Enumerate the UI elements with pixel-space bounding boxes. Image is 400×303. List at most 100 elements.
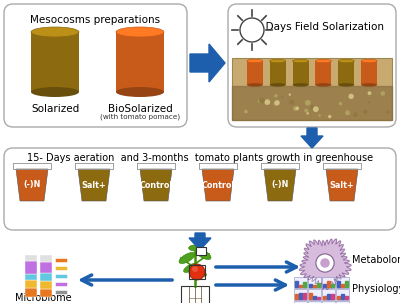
Polygon shape — [323, 163, 361, 169]
Text: 8- Days Field Solarization: 8- Days Field Solarization — [252, 22, 384, 32]
Bar — [322, 277, 335, 288]
Bar — [322, 289, 335, 300]
Polygon shape — [140, 169, 172, 201]
FancyBboxPatch shape — [228, 4, 396, 127]
Circle shape — [240, 18, 264, 42]
Polygon shape — [40, 289, 52, 297]
Polygon shape — [337, 295, 340, 299]
Circle shape — [275, 100, 279, 104]
Polygon shape — [25, 274, 37, 280]
Polygon shape — [295, 281, 298, 287]
Polygon shape — [326, 169, 358, 201]
Polygon shape — [317, 283, 320, 287]
Polygon shape — [189, 233, 211, 250]
Ellipse shape — [292, 83, 308, 87]
Bar — [322, 301, 335, 303]
Circle shape — [328, 115, 332, 118]
Circle shape — [310, 105, 315, 109]
Ellipse shape — [116, 87, 164, 97]
Polygon shape — [299, 239, 351, 290]
Polygon shape — [299, 293, 302, 299]
Polygon shape — [270, 61, 286, 85]
Polygon shape — [40, 281, 52, 289]
Polygon shape — [25, 288, 37, 297]
Polygon shape — [232, 86, 392, 120]
Polygon shape — [202, 169, 234, 201]
Polygon shape — [303, 293, 306, 299]
Ellipse shape — [195, 248, 211, 260]
Polygon shape — [337, 281, 340, 287]
Polygon shape — [341, 294, 344, 299]
Ellipse shape — [184, 264, 196, 272]
Circle shape — [313, 106, 319, 112]
Bar — [294, 301, 307, 303]
Text: Control: Control — [140, 181, 172, 189]
Ellipse shape — [361, 59, 377, 63]
Circle shape — [274, 100, 280, 105]
Ellipse shape — [247, 83, 263, 87]
Polygon shape — [25, 280, 37, 288]
Polygon shape — [78, 169, 110, 201]
Polygon shape — [316, 61, 332, 85]
Circle shape — [339, 102, 342, 105]
Text: Solarized: Solarized — [31, 104, 79, 114]
Circle shape — [304, 108, 308, 112]
FancyBboxPatch shape — [4, 4, 187, 127]
Bar — [308, 289, 321, 300]
Polygon shape — [323, 296, 326, 299]
Polygon shape — [40, 255, 52, 262]
Ellipse shape — [316, 59, 332, 63]
Text: (-)N: (-)N — [271, 181, 289, 189]
Polygon shape — [309, 284, 312, 287]
Circle shape — [353, 112, 358, 117]
Polygon shape — [247, 61, 263, 85]
Polygon shape — [295, 295, 298, 299]
Polygon shape — [40, 274, 52, 281]
Circle shape — [281, 95, 283, 98]
Circle shape — [306, 112, 309, 115]
Circle shape — [274, 101, 278, 106]
Circle shape — [289, 100, 294, 105]
Polygon shape — [341, 284, 344, 287]
Polygon shape — [232, 58, 392, 120]
Circle shape — [380, 91, 385, 96]
Ellipse shape — [31, 87, 79, 97]
Circle shape — [274, 94, 278, 98]
Circle shape — [316, 254, 334, 272]
Bar — [294, 289, 307, 300]
Text: Salt+: Salt+ — [82, 181, 106, 189]
Polygon shape — [301, 128, 323, 148]
Polygon shape — [13, 163, 51, 169]
Circle shape — [258, 99, 262, 103]
Text: Salt+: Salt+ — [330, 181, 354, 189]
Polygon shape — [338, 61, 354, 85]
Polygon shape — [317, 297, 320, 299]
Ellipse shape — [270, 59, 286, 63]
Circle shape — [189, 264, 205, 280]
Ellipse shape — [189, 245, 201, 251]
Circle shape — [386, 110, 390, 114]
Bar — [336, 289, 349, 300]
Polygon shape — [309, 293, 312, 299]
Polygon shape — [292, 61, 308, 85]
Polygon shape — [190, 44, 225, 82]
Circle shape — [348, 94, 354, 99]
Circle shape — [363, 110, 366, 113]
Circle shape — [368, 101, 371, 104]
Circle shape — [264, 99, 270, 105]
Ellipse shape — [31, 27, 79, 37]
Polygon shape — [137, 163, 175, 169]
Ellipse shape — [338, 59, 354, 63]
Ellipse shape — [179, 252, 195, 264]
Polygon shape — [313, 285, 316, 287]
Circle shape — [295, 106, 299, 110]
Ellipse shape — [316, 83, 332, 87]
Polygon shape — [116, 32, 164, 92]
Text: (-)N: (-)N — [23, 181, 41, 189]
Bar — [336, 277, 349, 288]
Circle shape — [259, 98, 265, 103]
Ellipse shape — [247, 59, 263, 63]
Polygon shape — [313, 296, 316, 299]
Ellipse shape — [292, 59, 308, 63]
Polygon shape — [40, 262, 52, 274]
